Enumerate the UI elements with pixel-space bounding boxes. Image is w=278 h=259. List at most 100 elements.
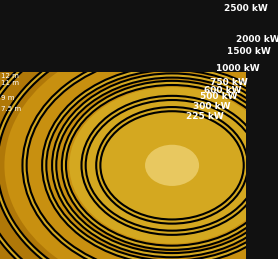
- Circle shape: [93, 105, 251, 225]
- Circle shape: [101, 111, 243, 219]
- Circle shape: [42, 67, 278, 259]
- Circle shape: [120, 126, 224, 205]
- Circle shape: [65, 84, 278, 247]
- Circle shape: [83, 97, 262, 234]
- Circle shape: [89, 102, 255, 229]
- Circle shape: [117, 123, 227, 207]
- Circle shape: [58, 78, 278, 253]
- Circle shape: [150, 148, 194, 182]
- Circle shape: [161, 157, 183, 174]
- Circle shape: [124, 129, 220, 202]
- Circle shape: [109, 118, 235, 213]
- Circle shape: [161, 157, 183, 174]
- Circle shape: [104, 113, 240, 217]
- Circle shape: [116, 123, 228, 208]
- Circle shape: [76, 92, 268, 239]
- Circle shape: [64, 83, 278, 248]
- Circle shape: [118, 124, 226, 207]
- Circle shape: [99, 110, 245, 221]
- Circle shape: [150, 149, 194, 182]
- Circle shape: [126, 130, 219, 201]
- Circle shape: [165, 160, 179, 171]
- Circle shape: [95, 107, 249, 224]
- Circle shape: [161, 157, 183, 174]
- Circle shape: [49, 72, 278, 259]
- Circle shape: [119, 125, 225, 206]
- Circle shape: [126, 130, 218, 200]
- Circle shape: [145, 145, 199, 186]
- Circle shape: [145, 145, 199, 186]
- Circle shape: [142, 143, 202, 188]
- Circle shape: [118, 124, 226, 207]
- Circle shape: [20, 49, 278, 259]
- Circle shape: [115, 122, 229, 209]
- Circle shape: [169, 163, 175, 168]
- Circle shape: [139, 140, 205, 191]
- Circle shape: [84, 98, 260, 233]
- Circle shape: [169, 163, 175, 167]
- Circle shape: [0, 16, 278, 259]
- Circle shape: [98, 109, 246, 221]
- Circle shape: [80, 95, 264, 235]
- Circle shape: [163, 159, 181, 172]
- Circle shape: [93, 105, 252, 226]
- Circle shape: [156, 153, 188, 178]
- Circle shape: [135, 137, 209, 193]
- Circle shape: [0, 27, 278, 259]
- Circle shape: [57, 78, 278, 253]
- Circle shape: [161, 157, 183, 174]
- Circle shape: [127, 131, 217, 199]
- Circle shape: [165, 160, 179, 171]
- Circle shape: [156, 153, 188, 177]
- Circle shape: [93, 105, 252, 226]
- Text: 7.5 m: 7.5 m: [1, 106, 21, 112]
- Circle shape: [21, 50, 278, 259]
- Circle shape: [28, 56, 278, 259]
- Circle shape: [99, 109, 245, 221]
- Text: 750 kW: 750 kW: [210, 78, 247, 87]
- Circle shape: [99, 110, 245, 221]
- Text: 500 kW: 500 kW: [200, 92, 238, 101]
- Circle shape: [143, 143, 202, 188]
- Circle shape: [102, 112, 242, 219]
- Circle shape: [123, 128, 221, 203]
- Circle shape: [10, 42, 278, 259]
- Circle shape: [39, 64, 278, 259]
- Circle shape: [95, 106, 250, 224]
- Circle shape: [154, 152, 190, 179]
- Circle shape: [154, 152, 190, 179]
- Circle shape: [105, 114, 239, 217]
- Circle shape: [48, 70, 278, 259]
- Circle shape: [54, 75, 278, 255]
- Circle shape: [0, 31, 278, 259]
- Circle shape: [162, 158, 182, 173]
- Circle shape: [170, 164, 174, 167]
- Circle shape: [139, 140, 205, 191]
- Circle shape: [31, 58, 278, 259]
- Circle shape: [69, 87, 275, 244]
- Circle shape: [123, 128, 221, 203]
- Circle shape: [64, 83, 278, 248]
- Circle shape: [110, 118, 234, 212]
- Circle shape: [137, 139, 207, 192]
- Circle shape: [110, 118, 234, 213]
- Circle shape: [73, 89, 272, 241]
- Circle shape: [152, 150, 192, 181]
- Circle shape: [0, 23, 278, 259]
- Circle shape: [131, 134, 213, 196]
- Circle shape: [88, 101, 256, 229]
- Circle shape: [152, 150, 193, 181]
- Circle shape: [32, 59, 278, 259]
- Circle shape: [117, 123, 227, 207]
- Circle shape: [122, 127, 222, 203]
- Circle shape: [131, 134, 213, 197]
- Circle shape: [159, 156, 185, 175]
- Circle shape: [90, 103, 255, 228]
- Circle shape: [75, 91, 269, 240]
- Circle shape: [79, 94, 265, 236]
- Circle shape: [156, 153, 188, 178]
- Circle shape: [102, 112, 242, 219]
- Circle shape: [111, 119, 233, 212]
- Circle shape: [67, 85, 277, 246]
- Circle shape: [112, 120, 232, 211]
